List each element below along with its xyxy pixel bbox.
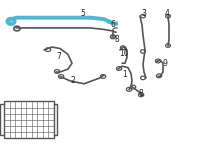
Text: 6: 6 xyxy=(111,20,115,30)
Text: 8: 8 xyxy=(115,35,119,44)
Text: 3: 3 xyxy=(142,9,146,18)
Text: 2: 2 xyxy=(71,76,75,85)
Bar xyxy=(4,101,54,138)
Text: 1: 1 xyxy=(123,70,127,80)
Text: 7: 7 xyxy=(57,52,61,61)
Text: 10: 10 xyxy=(120,49,129,58)
Text: 4: 4 xyxy=(165,9,169,18)
Text: 5: 5 xyxy=(81,9,85,18)
Text: 9: 9 xyxy=(163,59,167,69)
Text: 8: 8 xyxy=(139,89,143,98)
